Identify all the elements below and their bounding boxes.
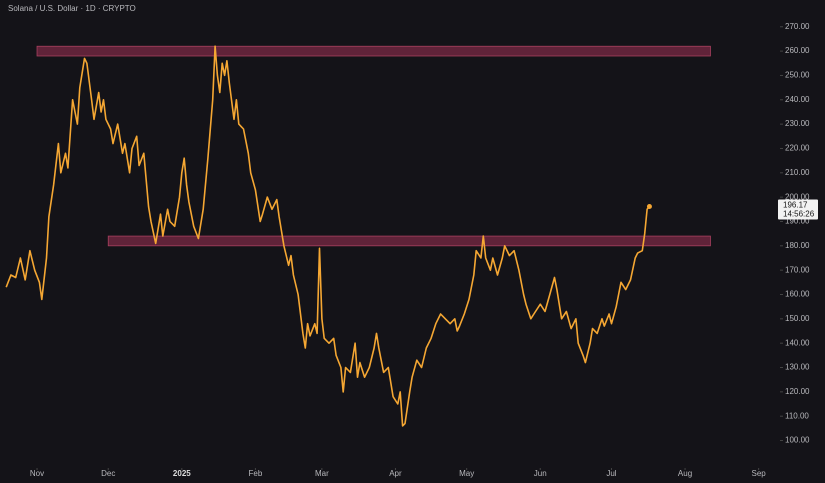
- x-tick-label: Jul: [606, 469, 616, 478]
- x-tick-label: Nov: [30, 469, 44, 478]
- y-tick-label: 240.00: [785, 95, 810, 104]
- x-tick-label: May: [459, 469, 474, 478]
- y-tick-label: 220.00: [785, 144, 810, 153]
- last-point: [646, 203, 652, 209]
- x-tick-label: Apr: [389, 469, 402, 478]
- y-tick-label: 210.00: [785, 168, 810, 177]
- x-tick-label: 2025: [173, 469, 191, 478]
- y-tick-label: 260.00: [785, 46, 810, 55]
- x-tick-label: Dec: [101, 469, 115, 478]
- y-tick-label: 190.00: [785, 217, 810, 226]
- price-line: [5, 45, 651, 427]
- price-tag: [778, 199, 818, 220]
- x-tick-label: Sep: [752, 469, 767, 478]
- y-tick-label: 100.00: [785, 436, 810, 445]
- y-tick-label: 270.00: [785, 22, 810, 31]
- y-tick-label: 120.00: [785, 387, 810, 396]
- x-tick-label: Jun: [534, 469, 547, 478]
- y-tick-label: 140.00: [785, 338, 810, 347]
- y-tick-label: 180.00: [785, 241, 810, 250]
- price-tag-value: 196.17: [783, 201, 808, 210]
- resistance-zone: [36, 45, 711, 57]
- chart-title: Solana / U.S. Dollar · 1D · CRYPTO: [8, 4, 136, 13]
- x-tick-label: Mar: [315, 469, 329, 478]
- y-tick-label: 160.00: [785, 290, 810, 299]
- x-tick-label: Feb: [249, 469, 263, 478]
- y-tick-label: 250.00: [785, 71, 810, 80]
- x-tick-label: Aug: [678, 469, 692, 478]
- y-tick-label: 230.00: [785, 119, 810, 128]
- y-tick-label: 150.00: [785, 314, 810, 323]
- y-tick-label: 110.00: [785, 411, 809, 420]
- price-tag-countdown: 14:56:26: [783, 210, 815, 219]
- resistance-zone: [107, 235, 711, 247]
- y-tick-label: 170.00: [785, 265, 810, 274]
- y-tick-label: 130.00: [785, 363, 810, 372]
- y-tick-label: 200.00: [785, 192, 810, 201]
